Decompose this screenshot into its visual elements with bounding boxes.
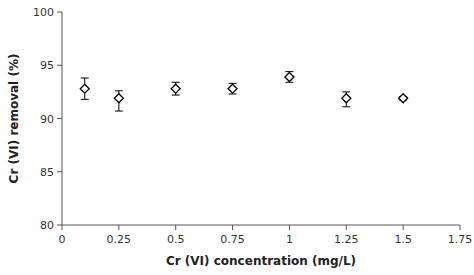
plot-area xyxy=(80,72,407,111)
point xyxy=(114,94,123,103)
y-tick-label: 80 xyxy=(40,219,54,232)
y-tick xyxy=(57,171,62,172)
x-tick xyxy=(289,225,290,230)
point xyxy=(285,72,294,81)
x-tick xyxy=(232,225,233,230)
point xyxy=(228,84,237,93)
y-tick xyxy=(57,12,62,13)
x-tick-label: 1 xyxy=(286,233,293,246)
point xyxy=(342,94,351,103)
x-tick-label: 0.5 xyxy=(167,233,185,246)
point xyxy=(399,94,408,103)
x-tick-label: 0.25 xyxy=(107,233,132,246)
x-axis-title: Cr (VI) concentration (mg/L) xyxy=(166,254,356,268)
y-tick xyxy=(57,225,62,226)
y-axis-title: Cr (VI) removal (%) xyxy=(7,54,21,184)
x-tick-label: 1.5 xyxy=(394,233,412,246)
x-tick xyxy=(175,225,176,230)
y-tick-label: 90 xyxy=(40,113,54,126)
y-tick-label: 95 xyxy=(40,59,54,72)
x-tick xyxy=(460,225,461,230)
x-tick-label: 0.75 xyxy=(220,233,245,246)
chart: 0 0.25 0.5 0.75 1 1.25 1.5 1.75 80 85 90 95 100 Cr (V… xyxy=(0,0,474,275)
y-tick-label: 100 xyxy=(33,6,54,19)
x-axis-line xyxy=(62,225,460,226)
x-tick xyxy=(62,225,63,230)
point xyxy=(171,84,180,93)
y-tick xyxy=(57,65,62,66)
x-tick xyxy=(346,225,347,230)
y-tick xyxy=(57,118,62,119)
x-tick-label: 1.75 xyxy=(448,233,473,246)
x-tick xyxy=(403,225,404,230)
y-tick-label: 85 xyxy=(40,166,54,179)
x-tick-label: 0 xyxy=(59,233,66,246)
point xyxy=(80,84,89,93)
x-tick-label: 1.25 xyxy=(334,233,359,246)
x-tick xyxy=(118,225,119,230)
